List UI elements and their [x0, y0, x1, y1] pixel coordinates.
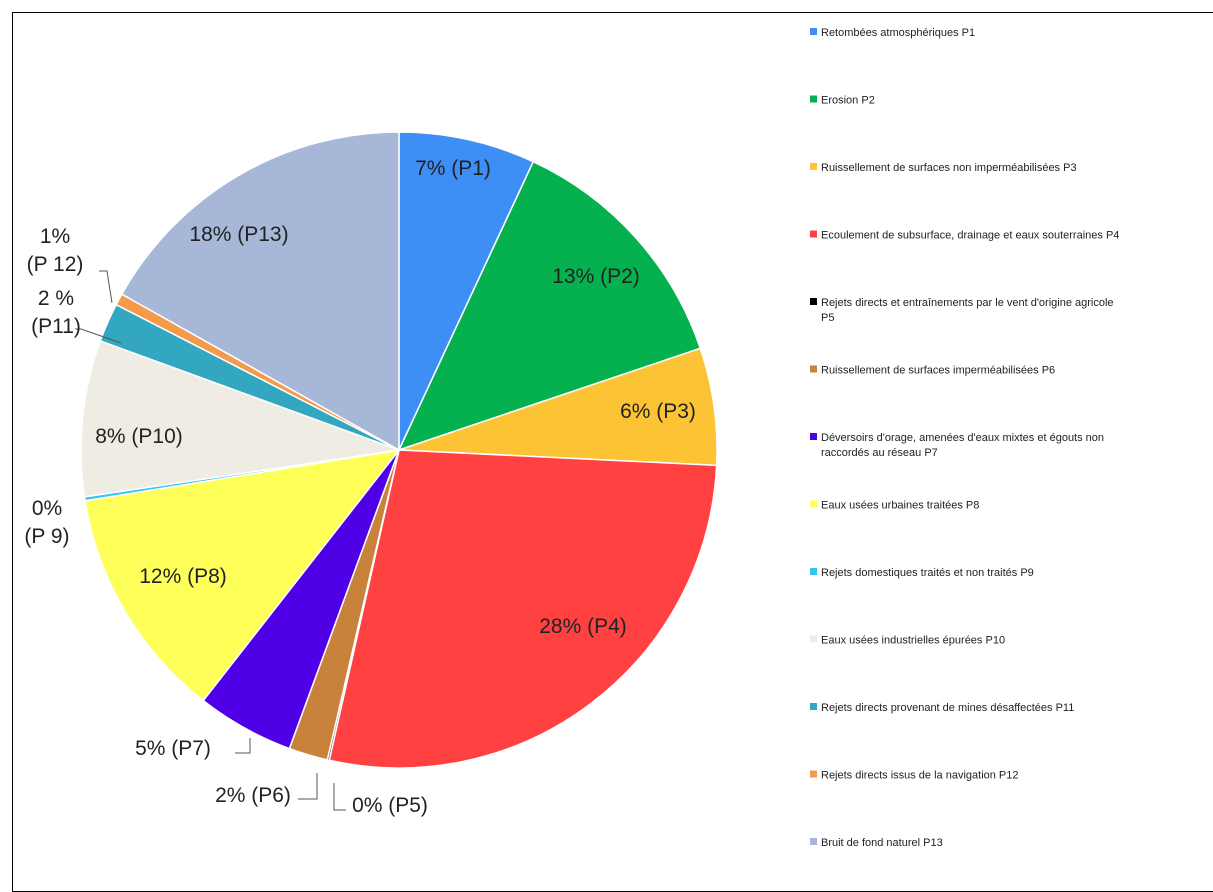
legend-label-p1: Retombées atmosphériques P1	[821, 27, 975, 39]
pie-slice-p13[interactable]	[120, 131, 400, 452]
slice-label-p1: 7% (P1)	[415, 157, 491, 180]
legend-swatch-p3	[810, 163, 817, 170]
legend-label-p7: Déversoirs d'orage, amenées d'eaux mixte…	[821, 432, 1104, 459]
legend-swatch-p12	[810, 770, 817, 778]
slice-label-p7: 5% (P7)	[135, 737, 211, 760]
slice-label-p12: 1% (P 12)	[27, 225, 84, 276]
legend-label-p2: Erosion P2	[821, 95, 875, 107]
pie-slice-p4[interactable]	[328, 449, 718, 769]
legend-swatch-p4	[810, 230, 817, 238]
legend-swatch-p5	[810, 298, 817, 305]
leader-line-p6	[298, 773, 318, 800]
slice-label-p13: 18% (P13)	[189, 223, 288, 246]
legend-swatch-p6	[810, 365, 817, 373]
legend-label-p3: Ruissellement de surfaces non imperméabi…	[821, 162, 1077, 174]
pie-slice-p2[interactable]	[397, 160, 702, 452]
pie-slice-p1[interactable]	[398, 131, 535, 451]
legend-label-p12: Rejets directs issus de la navigation P1…	[821, 770, 1019, 782]
slice-label-p6: 2% (P6)	[215, 784, 291, 807]
leader-line-p7	[235, 738, 251, 754]
legend-swatch-p11	[810, 703, 817, 710]
pie-slice-p10[interactable]	[80, 339, 400, 498]
legend-swatch-p2	[810, 95, 817, 103]
legend-label-p11: Rejets directs provenant de mines désaff…	[821, 702, 1074, 714]
slice-label-p10: 8% (P10)	[95, 425, 183, 448]
legend-swatch-p9	[810, 568, 817, 575]
legend-swatch-p1	[810, 28, 817, 35]
slice-label-p9: 0% (P 9)	[24, 497, 69, 548]
slice-label-p8: 12% (P8)	[139, 565, 227, 588]
legend-label-p13: Bruit de fond naturel P13	[821, 837, 943, 849]
pie-chart: 7% (P1) 13% (P2) 6% (P3) 28% (P4) 0% (P5) 2% …	[24, 27, 1119, 849]
legend-label-p5: Rejets directs et entraînements par le v…	[821, 297, 1114, 324]
leader-line-p11	[75, 328, 122, 344]
legend-label-p4: Ecoulement de subsurface, drainage et ea…	[821, 230, 1119, 242]
legend-label-p8: Eaux usées urbaines traitées P8	[821, 500, 979, 512]
chart-frame: 7% (P1) 13% (P2) 6% (P3) 28% (P4) 0% (P5) 2% …	[12, 12, 1213, 892]
slice-label-p5: 0% (P5)	[352, 794, 428, 817]
leader-line-p12	[99, 270, 113, 304]
slice-label-p2: 13% (P2)	[552, 265, 640, 288]
pie-slice-p8[interactable]	[84, 448, 401, 702]
legend-swatch-p7	[810, 433, 817, 440]
slice-label-p3: 6% (P3)	[620, 400, 696, 423]
legend-swatch-p8	[810, 500, 817, 508]
legend-label-p6: Ruissellement de surfaces imperméabilisé…	[821, 365, 1055, 377]
slice-label-p4: 28% (P4)	[539, 615, 627, 638]
legend-swatch-p13	[810, 838, 817, 845]
leader-line-p5	[333, 783, 346, 811]
legend-label-p10: Eaux usées industrielles épurées P10	[821, 635, 1005, 647]
slice-label-p11: 2 % (P11)	[31, 287, 81, 338]
legend-swatch-p10	[810, 635, 817, 643]
legend-label-p9: Rejets domestiques traités et non traité…	[821, 567, 1034, 579]
